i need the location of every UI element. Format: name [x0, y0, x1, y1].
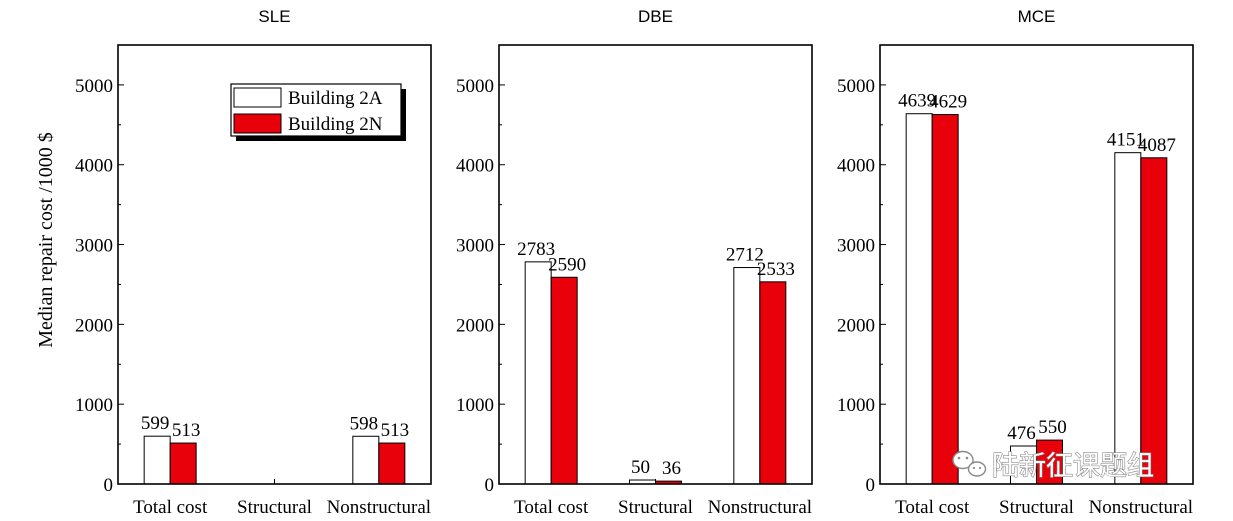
- data-label: 4639: [898, 91, 936, 112]
- wechat-icon: [952, 450, 987, 477]
- bar-building-2a: [143, 435, 171, 485]
- x-tick-label: Total cost: [133, 497, 208, 518]
- bar-building-2a: [905, 113, 933, 485]
- x-tick-label: Structural: [237, 497, 312, 518]
- plot-frame: [117, 44, 432, 485]
- y-tick-label: 4000: [75, 156, 113, 177]
- x-tick-label: Total cost: [895, 497, 970, 518]
- panel-title: MCE: [1018, 7, 1056, 26]
- data-label: 2783: [517, 239, 555, 260]
- x-tick-label: Nonstructural: [1089, 497, 1193, 518]
- x-tick-label: Structural: [999, 497, 1074, 518]
- panel-title: SLE: [258, 7, 290, 26]
- chart-panel-mce: MCE 0 1000 2000 3000 4000 5000 Total cost Struct…: [837, 7, 1194, 518]
- y-tick-label: 1000: [75, 395, 113, 416]
- bar-building-2n: [759, 281, 787, 485]
- y-tick-label: 1000: [456, 395, 494, 416]
- data-label: 513: [172, 420, 201, 441]
- y-tick-label: 2000: [456, 315, 494, 336]
- data-label: 50: [631, 457, 650, 478]
- y-tick-label: 4000: [456, 156, 494, 177]
- bar-building-2n: [378, 442, 406, 485]
- data-label: 36: [662, 458, 681, 479]
- bar-building-2a: [524, 261, 552, 485]
- y-tick-label: 4000: [837, 156, 875, 177]
- bar-building-2n: [931, 114, 959, 485]
- y-tick-label: 0: [104, 475, 114, 496]
- watermark-text: 陆新征课题组: [992, 451, 1154, 482]
- data-label: 4087: [1138, 135, 1176, 156]
- bar-building-2a: [1010, 445, 1037, 485]
- x-tick-label: Total cost: [514, 497, 589, 518]
- y-tick-label: 5000: [456, 76, 494, 97]
- y-axis-label: Median repair cost /1000 $: [35, 132, 57, 348]
- plot-frame: [498, 44, 813, 485]
- data-label: 550: [1038, 417, 1067, 438]
- bar-building-2n: [169, 442, 197, 485]
- y-tick-label: 2000: [75, 315, 113, 336]
- panel-title: DBE: [638, 7, 673, 26]
- y-tick-label: 3000: [75, 236, 113, 257]
- bar-building-2n: [1140, 157, 1168, 485]
- bar-building-2a: [733, 267, 761, 485]
- y-tick-label: 5000: [837, 76, 875, 97]
- x-tick-label: Nonstructural: [708, 497, 812, 518]
- x-tick-label: Nonstructural: [327, 497, 431, 518]
- bar-building-2n: [550, 276, 578, 485]
- y-tick-label: 2000: [837, 315, 875, 336]
- y-tick-label: 1000: [837, 395, 875, 416]
- chart-panel-dbe: DBE 0 1000 2000 3000 4000 5000 Total cost Struct…: [456, 7, 813, 518]
- data-label: 2590: [548, 254, 586, 275]
- bar-building-2n: [1036, 439, 1063, 485]
- watermark: 陆新征课题组: [952, 450, 1155, 483]
- data-label: 476: [1007, 423, 1036, 444]
- chart-panel-sle: SLE 0 1000 2000 3000 4000 5000 Total cost Struct…: [75, 7, 432, 518]
- data-label: 513: [381, 420, 410, 441]
- data-label: 2712: [726, 245, 764, 266]
- data-label: 4629: [929, 92, 967, 113]
- bar-building-2a: [352, 435, 380, 485]
- data-label: 598: [350, 413, 379, 434]
- plot-frame: [879, 44, 1194, 485]
- data-label: 4151: [1107, 130, 1145, 151]
- y-tick-label: 3000: [837, 236, 875, 257]
- legend-label: Building 2N: [288, 114, 383, 135]
- y-tick-label: 3000: [456, 236, 494, 257]
- legend-swatch: [233, 113, 282, 134]
- data-label: 2533: [757, 259, 795, 280]
- bar-building-2a: [1114, 152, 1142, 485]
- legend-swatch: [233, 87, 282, 108]
- x-tick-label: Structural: [618, 497, 693, 518]
- data-label: 599: [141, 413, 170, 434]
- legend: Building 2A Building 2N: [230, 83, 406, 141]
- y-tick-label: 5000: [75, 76, 113, 97]
- legend-label: Building 2A: [288, 88, 383, 109]
- y-tick-label: 0: [485, 475, 495, 496]
- y-tick-label: 0: [866, 475, 876, 496]
